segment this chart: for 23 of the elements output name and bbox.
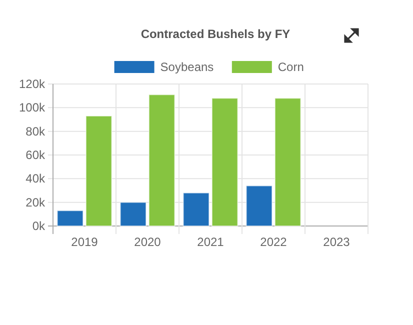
y-tick-label: 60k xyxy=(26,148,46,162)
legend-label: Corn xyxy=(278,60,304,74)
y-tick-label: 0k xyxy=(32,219,46,233)
bar xyxy=(274,98,302,226)
x-tick-label: 2021 xyxy=(197,235,224,249)
x-tick-label: 2019 xyxy=(71,235,98,249)
bar xyxy=(182,192,210,226)
legend-label: Soybeans xyxy=(160,60,214,74)
bar xyxy=(85,115,112,226)
x-tick-label: 2022 xyxy=(260,235,288,249)
bar xyxy=(246,185,273,226)
y-tick-label: 100k xyxy=(18,100,46,115)
bar xyxy=(211,98,238,226)
y-tick-label: 80k xyxy=(26,124,46,138)
chart-title: Contracted Bushels by FY xyxy=(140,27,290,41)
y-tick-label: 40k xyxy=(26,172,46,186)
bar xyxy=(148,94,176,226)
bar xyxy=(120,202,147,226)
y-tick-label: 20k xyxy=(26,195,46,210)
x-tick-label: 2020 xyxy=(134,235,162,249)
bar xyxy=(56,210,84,226)
y-tick-label: 120k xyxy=(18,77,46,91)
x-tick-label: 2023 xyxy=(323,235,350,249)
